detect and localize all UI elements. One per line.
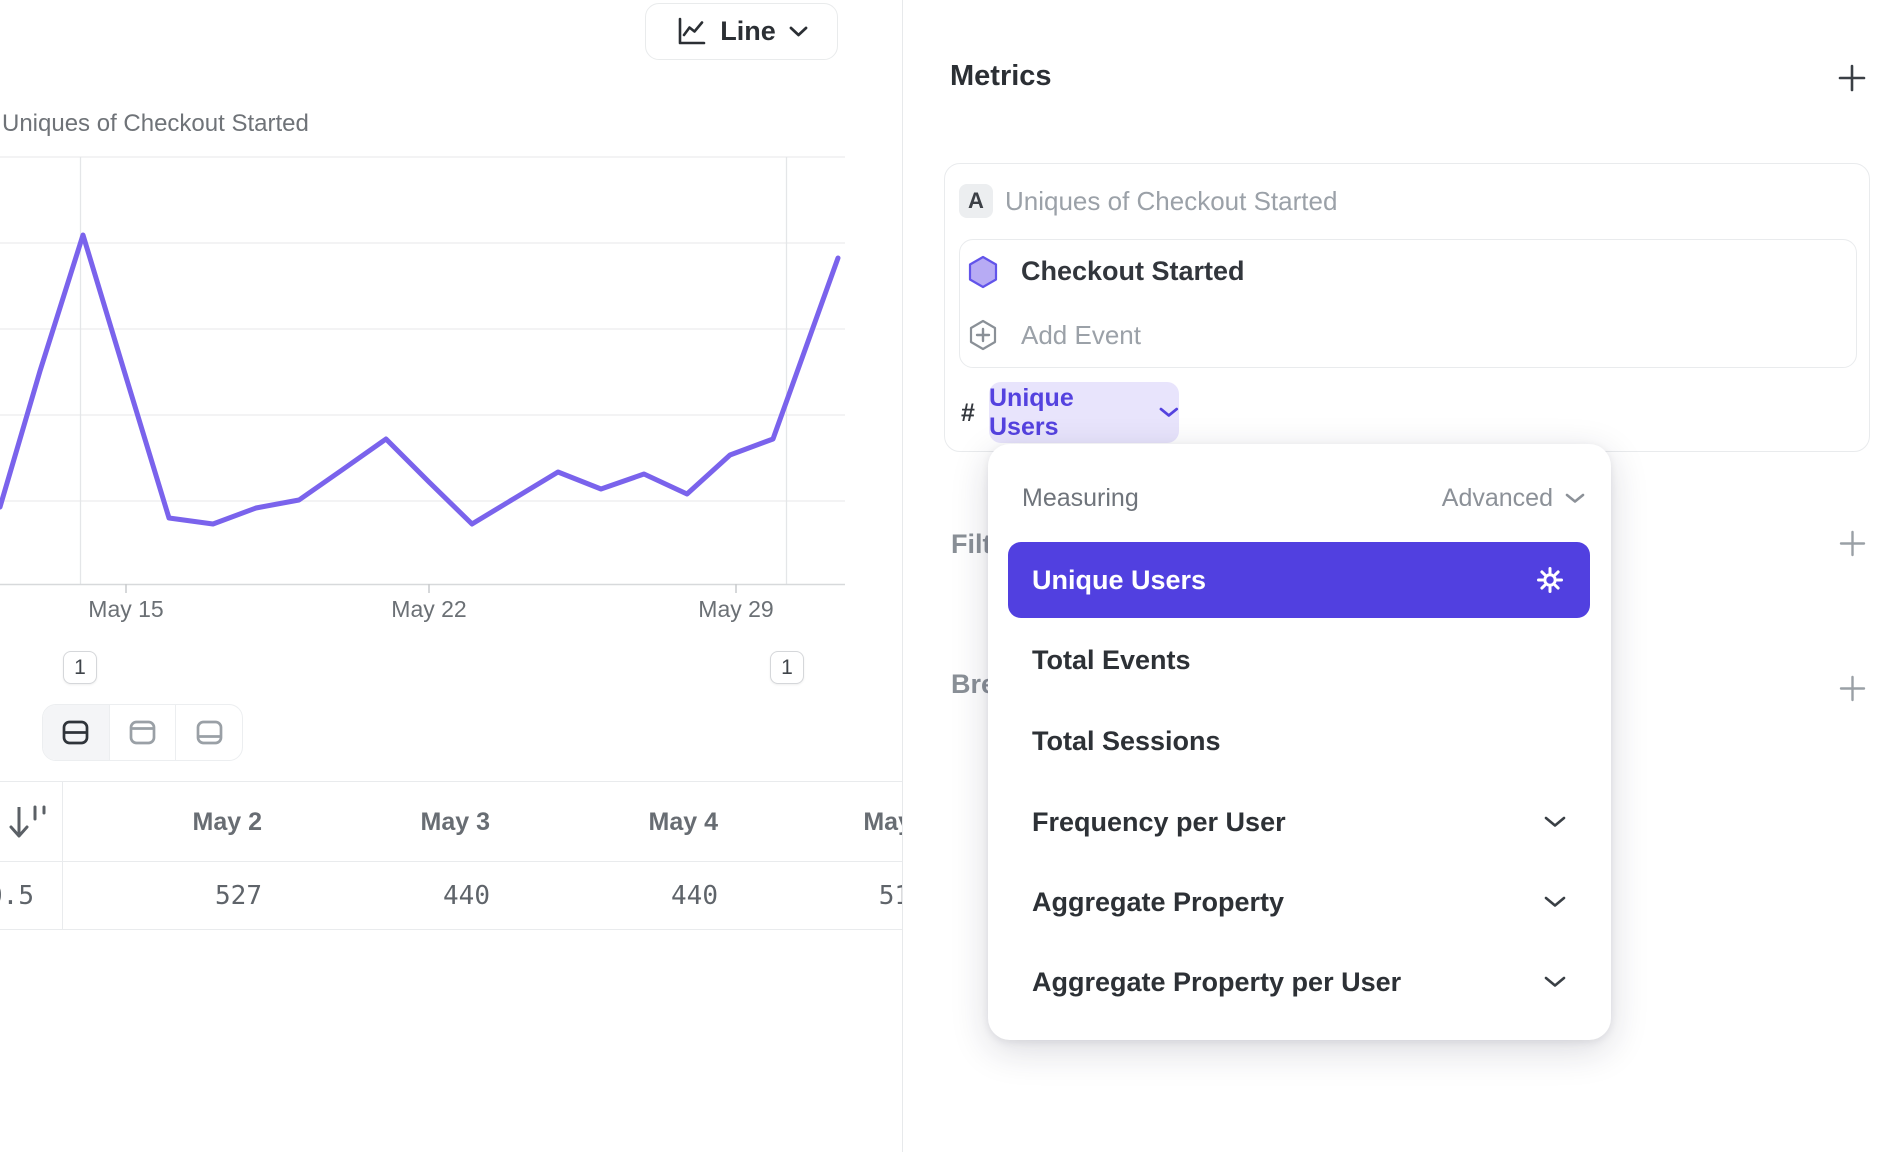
chevron-down-icon	[1159, 407, 1179, 417]
measuring-option-label: Aggregate Property per User	[1032, 966, 1402, 997]
gear-icon[interactable]	[1534, 564, 1566, 596]
chevron-down-icon	[1544, 816, 1566, 827]
measuring-option-label: Unique Users	[1032, 564, 1207, 595]
measuring-option-total-events[interactable]: Total Events	[1008, 622, 1590, 698]
measurement-row: # Unique Users	[945, 371, 1865, 453]
annotation-marker[interactable]: 1	[63, 651, 97, 684]
add-event-row[interactable]: Add Event	[960, 304, 1856, 368]
trend-line	[0, 232, 841, 527]
measuring-option-unique-users[interactable]: Unique Users	[1008, 542, 1590, 618]
chevron-down-icon	[1565, 493, 1585, 503]
view-toggle-chart-only[interactable]	[108, 705, 176, 760]
gridlines-vertical	[79, 157, 788, 584]
x-tick-label: May 29	[698, 596, 774, 622]
table-header-cell[interactable]: May 4	[648, 808, 718, 836]
line-chart-icon	[678, 17, 706, 44]
event-name: Checkout Started	[1021, 256, 1245, 287]
chart-panel: Line Uniques of Checkout Started	[0, 0, 903, 1152]
metric-card: A Uniques of Checkout Started Checkout S…	[944, 163, 1870, 452]
table-header-cell[interactable]: May 3	[420, 808, 490, 836]
table-cell: 527	[215, 881, 262, 911]
table-cell: 0.5	[0, 881, 34, 911]
chevron-down-icon	[1544, 976, 1566, 987]
table-row: 0.5 527 440 440 51	[0, 862, 902, 930]
chart-type-button[interactable]: Line	[645, 3, 838, 60]
add-breakdown-icon[interactable]	[1837, 673, 1868, 704]
add-event-hexagon-icon	[969, 320, 997, 351]
table-cell: 440	[671, 881, 718, 911]
annotation-marker[interactable]: 1	[770, 651, 804, 684]
measurement-chip-label: Unique Users	[989, 383, 1074, 441]
x-axis-ticks	[125, 584, 737, 593]
measuring-label: Measuring	[1022, 484, 1139, 512]
table-cell: 440	[443, 881, 490, 911]
chart-title: Uniques of Checkout Started	[2, 110, 309, 137]
measuring-option-aggregate-property[interactable]: Aggregate Property	[1008, 864, 1590, 940]
measuring-option-label: Total Events	[1032, 644, 1191, 675]
x-tick-label: May 22	[391, 596, 467, 622]
measuring-option-aggregate-property-per-user[interactable]: Aggregate Property per User	[1008, 944, 1590, 1020]
table-column-divider	[62, 781, 63, 930]
measuring-option-label: Total Sessions	[1032, 725, 1221, 756]
chevron-down-icon	[789, 26, 808, 37]
event-card: Checkout Started Add Event	[959, 239, 1857, 368]
measuring-option-label: Frequency per User	[1032, 806, 1286, 837]
table-only-view-icon	[196, 720, 223, 745]
sort-descending-icon[interactable]	[7, 801, 51, 845]
chart-type-label: Line	[720, 16, 776, 46]
gridlines-horizontal	[0, 156, 845, 502]
add-metric-icon[interactable]	[1836, 62, 1868, 94]
view-toggle-table-only[interactable]	[175, 705, 242, 760]
metric-card-title[interactable]: Uniques of Checkout Started	[1005, 186, 1338, 216]
split-view-icon	[62, 720, 89, 745]
event-row[interactable]: Checkout Started	[960, 240, 1856, 304]
table-cell: 51	[878, 881, 902, 911]
x-tick-label: May 15	[88, 596, 164, 622]
event-hexagon-icon	[968, 255, 998, 288]
measuring-mode-label: Advanced	[1441, 483, 1553, 512]
trend-chart-canvas	[0, 156, 845, 593]
measuring-option-frequency-per-user[interactable]: Frequency per User	[1008, 784, 1590, 860]
measurement-prefix: #	[961, 399, 975, 427]
table-header-cell[interactable]: May 2	[192, 808, 262, 836]
table-header-cell[interactable]: May	[863, 808, 902, 836]
add-filter-icon[interactable]	[1837, 528, 1868, 559]
measuring-option-total-sessions[interactable]: Total Sessions	[1008, 703, 1590, 779]
measurement-chip[interactable]: Unique Users	[989, 382, 1179, 443]
view-layout-toggle	[42, 704, 243, 761]
chart-only-view-icon	[129, 720, 156, 745]
measuring-dropdown: Measuring Advanced Unique Users	[988, 444, 1611, 1040]
metrics-section-title: Metrics	[950, 60, 1052, 92]
metric-series-badge: A	[959, 184, 993, 218]
measuring-dropdown-header: Measuring Advanced	[988, 476, 1611, 520]
measuring-mode-selector[interactable]: Advanced	[1442, 476, 1585, 520]
view-toggle-split[interactable]	[43, 705, 109, 760]
add-event-label: Add Event	[1021, 319, 1141, 350]
measuring-option-label: Aggregate Property	[1032, 886, 1285, 917]
table-header-row: May 2 May 3 May 4 May	[0, 781, 902, 862]
chevron-down-icon	[1544, 896, 1566, 907]
